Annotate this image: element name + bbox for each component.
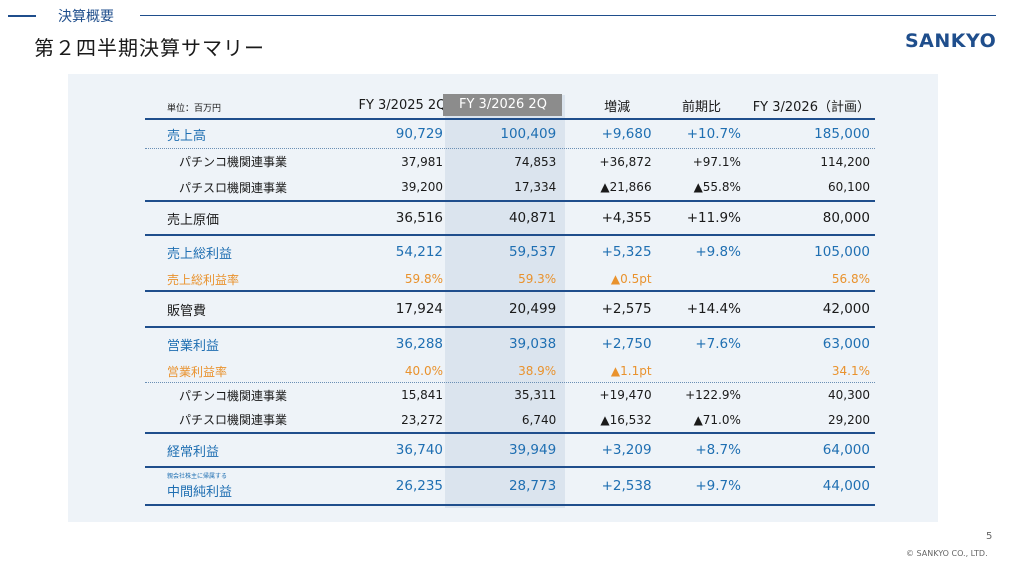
- col-header-yoy: 前期比: [681, 99, 721, 115]
- title-accent-line: [8, 15, 36, 17]
- table-row: パチンコ機関連事業 15,841 35,311 +19,470 +122.9% …: [145, 382, 875, 407]
- table-row: 売上高 90,729 100,409 +9,680 +10.7% 185,000: [145, 118, 875, 148]
- table-row: パチスロ機関連事業 23,272 6,740 ▲16,532 ▲71.0% 29…: [179, 412, 870, 428]
- company-logo: SANKYO: [905, 30, 997, 52]
- current-period-highlight: [445, 95, 565, 508]
- copyright: © SANKYO CO., LTD.: [906, 549, 988, 558]
- table-row: 営業利益 36,288 39,038 +2,750 +7.6% 63,000: [145, 326, 875, 360]
- table-row: パチスロ機関連事業 39,200 17,334 ▲21,866 ▲55.8% 6…: [179, 180, 870, 195]
- section-label: 決算概要: [58, 9, 114, 25]
- table-row: 売上総利益 54,212 59,537 +5,325 +9.8% 105,000: [145, 234, 875, 268]
- table-row: パチンコ機関連事業 37,981 74,853 +36,872 +97.1% 1…: [145, 148, 875, 174]
- table-header: 単位：百万円 FY 3/2025 2Q FY 3/2026 2Q 増減 前期比 …: [145, 92, 875, 118]
- page-title: 第２四半期決算サマリー: [34, 36, 265, 60]
- page-number: 5: [986, 531, 993, 542]
- results-table: 単位：百万円 FY 3/2025 2Q FY 3/2026 2Q 増減 前期比 …: [145, 92, 875, 506]
- table-row: 親会社株主に帰属する 中間純利益 26,235 28,773 +2,538 +9…: [145, 466, 875, 506]
- header-rule: [140, 15, 996, 16]
- col-header-plan: FY 3/2026（計画）: [752, 99, 870, 115]
- table-row: 営業利益率 40.0% 38.9% ▲1.1pt 34.1%: [167, 364, 870, 379]
- col-header-fy2026-2q: FY 3/2026 2Q: [443, 94, 563, 116]
- table-row: 売上原価 36,516 40,871 +4,355 +11.9% 80,000: [145, 200, 875, 234]
- net-income-note: 親会社株主に帰属する: [167, 472, 228, 480]
- net-income-label: 中間純利益: [167, 484, 233, 500]
- table-row: 売上総利益率 59.8% 59.3% ▲0.5pt 56.8%: [167, 272, 870, 287]
- table-row: 経常利益 36,740 39,949 +3,209 +8.7% 64,000: [145, 432, 875, 466]
- col-header-change: 増減: [604, 99, 631, 115]
- col-header-fy2025-2q: FY 3/2025 2Q: [358, 97, 447, 113]
- unit-label: 単位：百万円: [167, 103, 222, 114]
- table-row: 販管費 17,924 20,499 +2,575 +14.4% 42,000: [145, 290, 875, 326]
